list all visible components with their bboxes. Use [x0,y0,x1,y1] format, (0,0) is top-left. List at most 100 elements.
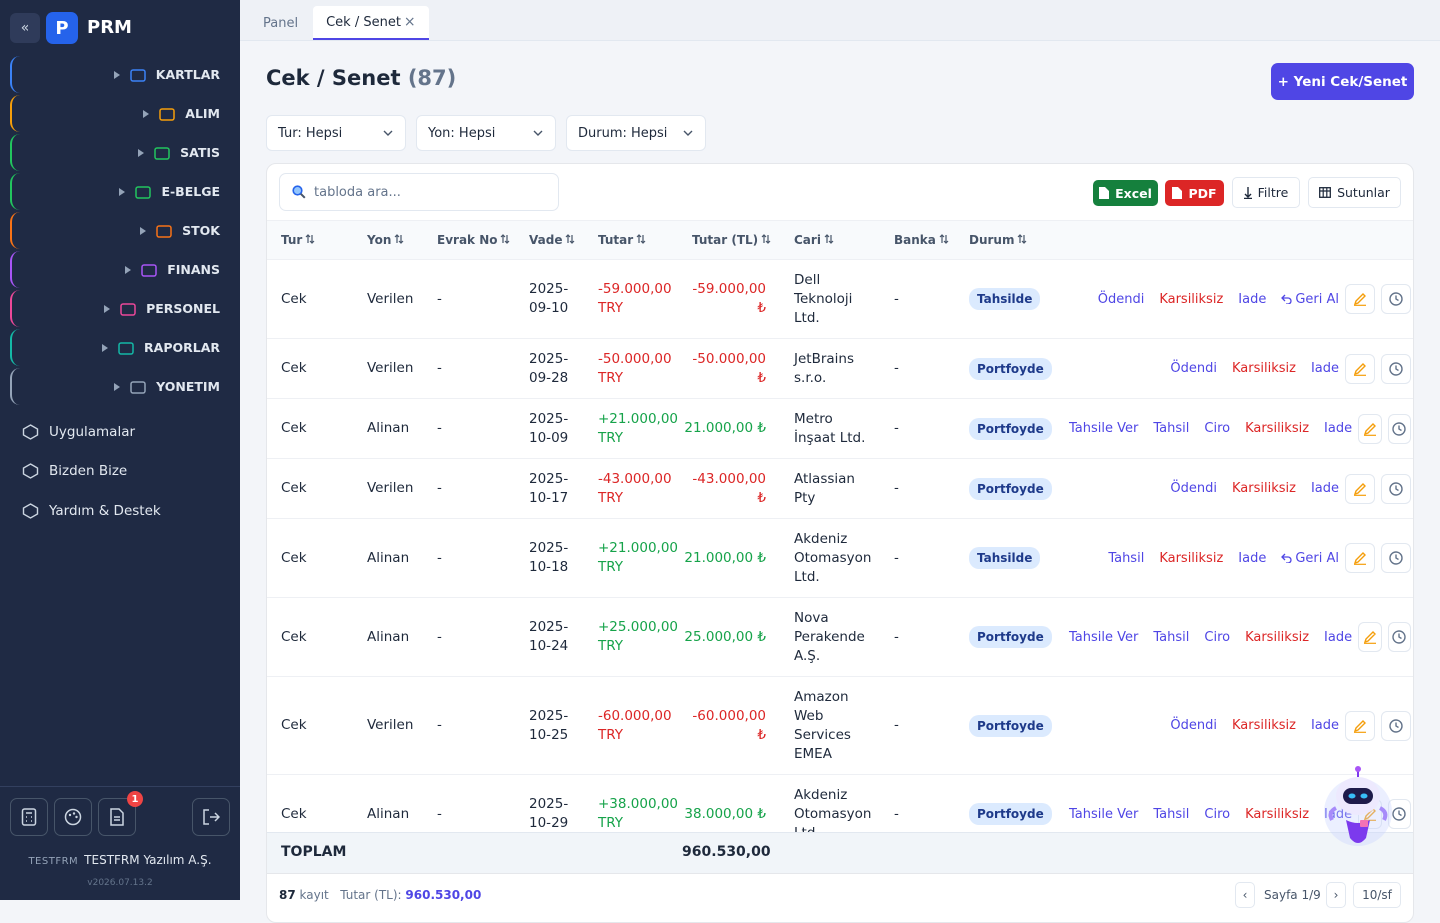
action-link[interactable]: Karsiliksiz [1245,805,1309,824]
action-link[interactable]: Karsiliksiz [1232,716,1296,735]
history-button[interactable] [1381,710,1411,741]
logout-button[interactable] [192,798,230,836]
expand-arrow [104,304,111,313]
action-link[interactable]: Ödendi [1170,716,1217,735]
history-button[interactable] [1387,799,1411,829]
history-button[interactable] [1381,543,1411,573]
menu-item[interactable]: SATIS [10,134,240,171]
action-link[interactable]: Iade [1324,419,1352,438]
action-link[interactable]: Karsiliksiz [1232,479,1296,498]
cell-tur: Cek [281,290,307,307]
action-link[interactable]: Karsiliksiz [1159,549,1223,568]
history-button[interactable] [1387,413,1411,444]
column-header[interactable]: Tutar [584,221,678,260]
action-link[interactable]: Tahsile Ver [1069,419,1138,438]
edit-button[interactable] [1358,622,1382,652]
menu-item[interactable]: YONETIM [10,368,240,405]
edit-button[interactable] [1345,284,1375,314]
tab[interactable]: Panel [250,6,311,40]
edit-button[interactable] [1345,710,1375,741]
history-button[interactable] [1381,473,1411,504]
theme-button[interactable] [54,798,92,836]
new-button[interactable]: + Yeni Cek/Senet [1271,63,1414,100]
action-link[interactable]: Iade [1238,549,1266,568]
tab-label: Panel [263,15,299,31]
action-link[interactable]: Ciro [1204,419,1230,438]
action-link[interactable]: Tahsil [1153,805,1189,824]
filter-select[interactable]: Tur: Hepsi [266,115,406,151]
column-header[interactable]: Tutar (TL) [678,221,780,260]
filter-select[interactable]: Yon: Hepsi [416,115,556,151]
menu-item[interactable]: E-BELGE [10,173,240,210]
action-link[interactable]: Ödendi [1170,479,1217,498]
action-link[interactable]: Karsiliksiz [1232,359,1296,378]
action-link[interactable]: Tahsile Ver [1069,805,1138,824]
status-badge: Portfoyde [969,803,1052,825]
column-header[interactable]: Tur [267,221,353,260]
menu-item[interactable]: STOK [10,212,240,249]
edit-button[interactable] [1345,473,1375,504]
calc-button[interactable] [10,798,48,836]
history-button[interactable] [1381,353,1411,384]
column-header[interactable]: Yon [353,221,423,260]
columns-button[interactable]: Sutunlar [1308,177,1401,208]
action-link[interactable]: Iade [1238,290,1266,309]
edit-button[interactable] [1345,353,1375,384]
column-header[interactable]: Vade [515,221,584,260]
filter-button[interactable]: Filtre [1232,177,1300,208]
prev-page[interactable]: ‹ [1235,882,1255,908]
cell-vade: 2025-09-28 [529,350,569,386]
menu-item[interactable]: PERSONEL [10,290,240,327]
tab[interactable]: Cek / Senet × [313,6,429,40]
column-header[interactable]: Cari [780,221,880,260]
action-label: Ciro [1204,629,1231,645]
notes-button[interactable]: 1 [98,791,143,836]
action-label: Iade [1324,629,1353,645]
action-link[interactable]: Ciro [1204,628,1230,647]
filter-select[interactable]: Durum: Hepsi [566,115,706,151]
action-link[interactable]: Tahsil [1108,549,1144,568]
menu-item[interactable]: FINANS [10,251,240,288]
action-link[interactable]: Karsiliksiz [1159,290,1223,309]
menu-item[interactable]: RAPORLAR [10,329,240,366]
assistant-robot[interactable] [1322,760,1394,850]
menu-item[interactable]: KARTLAR [10,56,240,93]
icon [156,224,172,238]
excel-button[interactable]: Excel [1093,180,1158,206]
table-row: Cek Verilen - 2025-09-28 -50.000,00 TRY -50.0… [267,338,1413,399]
action-link[interactable]: Geri Al [1281,549,1339,568]
column-label: Cari [794,232,821,247]
action-link[interactable]: Tahsil [1153,628,1189,647]
action-link[interactable]: Iade [1324,628,1352,647]
action-link[interactable]: Iade [1311,359,1339,378]
sidebar-link[interactable]: Uygulamalar [22,412,161,452]
action-link[interactable]: Iade [1311,716,1339,735]
action-link[interactable]: Geri Al [1281,290,1339,309]
history-button[interactable] [1387,622,1411,652]
action-link[interactable]: Tahsil [1153,419,1189,438]
action-link[interactable]: Tahsile Ver [1069,628,1138,647]
column-header[interactable]: Banka [880,221,955,260]
edit-button[interactable] [1345,543,1375,573]
history-button[interactable] [1381,284,1411,314]
column-header[interactable]: Durum [955,221,1055,260]
column-header[interactable]: Evrak No [423,221,515,260]
tab-close[interactable]: × [403,14,416,30]
action-link[interactable]: Ödendi [1098,290,1145,309]
action-link[interactable]: Karsiliksiz [1245,628,1309,647]
sidebar-link[interactable]: Bizden Bize [22,452,161,492]
action-link[interactable]: Ödendi [1170,359,1217,378]
action-link[interactable]: Iade [1311,479,1339,498]
action-link[interactable]: Ciro [1204,805,1230,824]
search-box[interactable]: tabloda ara... [279,173,559,211]
action-link[interactable]: Karsiliksiz [1245,419,1309,438]
sidebar-link[interactable]: Yardım & Destek [22,491,161,531]
page-size[interactable]: 10/sf [1353,882,1401,908]
pdf-button[interactable]: PDF [1165,180,1224,206]
cell-tutar-tl: 38.000,00 ₺ [684,805,766,822]
next-page[interactable]: › [1326,882,1346,908]
menu-item[interactable]: ALIM [10,95,240,132]
edit-button[interactable] [1358,413,1382,444]
collapse-button[interactable]: « [10,13,40,43]
